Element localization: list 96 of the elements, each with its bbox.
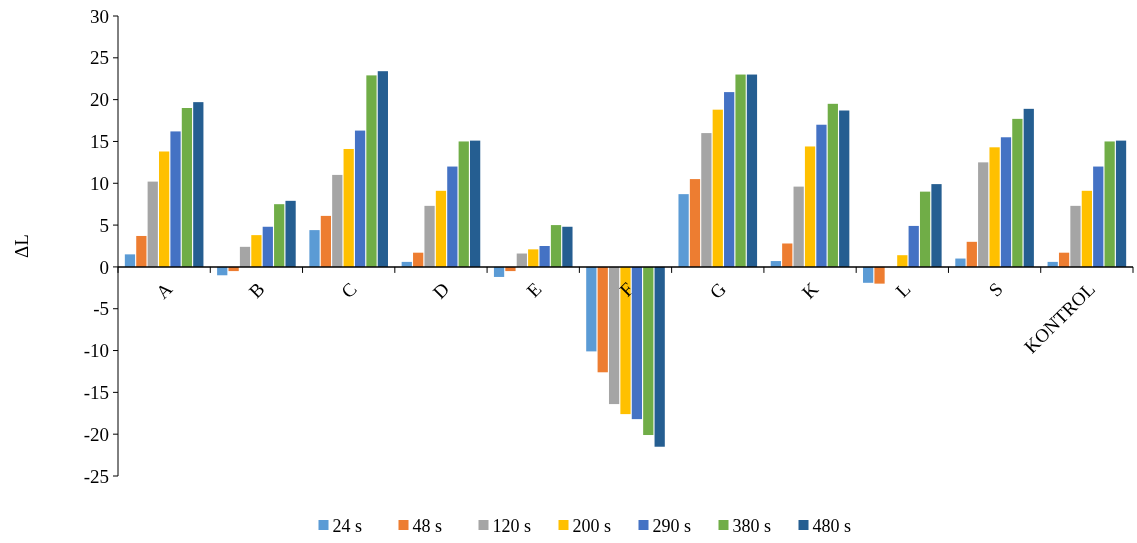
x-tick-label: F <box>615 278 638 301</box>
x-tick-label: L <box>891 278 915 302</box>
bar <box>320 215 332 267</box>
bar <box>366 75 377 267</box>
bar <box>931 184 942 267</box>
bar <box>424 205 435 267</box>
bar <box>908 225 919 267</box>
x-tick-label: A <box>151 278 177 303</box>
bar <box>804 146 816 267</box>
bar <box>147 181 158 267</box>
bar <box>897 255 908 267</box>
bar <box>239 246 251 267</box>
bar <box>550 225 562 267</box>
legend-label: 200 s <box>572 516 612 537</box>
bar <box>955 258 966 267</box>
bar <box>689 179 701 267</box>
x-tick-label: S <box>984 278 1007 301</box>
y-tick-label: -5 <box>93 298 109 320</box>
bar <box>827 103 838 267</box>
bar <box>1115 140 1127 267</box>
y-tick-label: -25 <box>83 465 109 487</box>
bar <box>447 166 458 267</box>
y-tick-label: -20 <box>83 423 109 445</box>
legend-label: 24 s <box>332 516 363 537</box>
bar <box>597 266 608 373</box>
bar <box>586 266 597 352</box>
bar <box>874 266 885 284</box>
bar <box>839 110 850 267</box>
y-tick-label: 30 <box>90 5 109 27</box>
bar <box>528 249 539 267</box>
bar <box>816 124 827 267</box>
y-axis-title: ΔL <box>11 234 32 258</box>
x-tick-label: G <box>705 278 731 303</box>
bar <box>435 190 447 267</box>
bar <box>1093 166 1104 267</box>
bar <box>678 194 689 267</box>
bar <box>136 235 147 267</box>
bar <box>608 266 620 405</box>
x-tick-label: B <box>244 278 269 303</box>
bar <box>1104 141 1115 267</box>
legend-label: 480 s <box>812 516 852 537</box>
legend-label: 290 s <box>652 516 692 537</box>
bar <box>863 266 874 283</box>
bar <box>1081 190 1092 267</box>
x-tick-label: K <box>797 278 823 303</box>
x-tick-label: D <box>428 278 454 303</box>
bar <box>782 243 793 267</box>
bar <box>181 108 193 267</box>
bar <box>539 246 550 267</box>
bar <box>919 191 931 267</box>
y-tick-label: 0 <box>99 256 109 278</box>
y-tick-label: -10 <box>83 340 109 362</box>
bar <box>159 151 170 267</box>
bar <box>170 131 181 267</box>
bar <box>989 147 1000 267</box>
bar <box>262 226 273 267</box>
bar <box>701 133 712 267</box>
y-tick-label: 5 <box>99 214 109 236</box>
bar <box>643 266 654 436</box>
bar <box>458 141 469 267</box>
bar <box>724 92 735 267</box>
bar <box>1023 108 1034 267</box>
x-tick-label: E <box>522 278 546 302</box>
bar <box>193 102 204 267</box>
bar <box>978 162 989 267</box>
bar <box>470 140 481 267</box>
bar <box>332 174 343 267</box>
bar <box>1070 205 1081 267</box>
legend-label: 380 s <box>732 516 772 537</box>
legend-label: 48 s <box>412 516 443 537</box>
bar <box>354 130 366 267</box>
bar <box>631 266 643 420</box>
legend-label: 120 s <box>492 516 532 537</box>
bar <box>620 266 631 415</box>
x-tick-label: C <box>337 278 361 303</box>
bar <box>1000 137 1012 267</box>
bar <box>966 241 977 267</box>
bar <box>735 74 746 267</box>
bar <box>712 109 723 267</box>
bar <box>309 230 320 267</box>
y-tick-label: -15 <box>83 382 109 404</box>
y-tick-label: 25 <box>90 47 109 69</box>
bar <box>1012 118 1023 267</box>
y-tick-label: 15 <box>90 131 109 153</box>
bar <box>274 204 285 267</box>
bar <box>343 148 354 267</box>
y-tick-label: 20 <box>90 89 109 111</box>
bar <box>746 74 758 267</box>
bar <box>654 266 665 447</box>
bar <box>124 254 136 267</box>
bar <box>562 226 573 267</box>
bar <box>251 235 262 267</box>
bar <box>285 200 296 267</box>
y-tick-label: 10 <box>90 172 109 194</box>
bar <box>793 186 804 267</box>
bar <box>377 71 388 267</box>
